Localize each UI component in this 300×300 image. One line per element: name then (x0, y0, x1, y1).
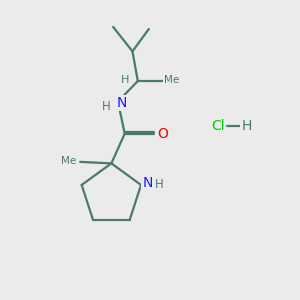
Text: Me: Me (61, 156, 76, 166)
Text: H: H (242, 119, 252, 133)
Text: N: N (116, 96, 127, 110)
Text: Me: Me (164, 75, 179, 85)
Text: O: O (157, 127, 168, 141)
Text: Cl: Cl (212, 119, 225, 133)
Text: H: H (121, 75, 130, 85)
Text: H: H (154, 178, 163, 191)
Text: N: N (142, 176, 153, 190)
Text: H: H (102, 100, 110, 113)
